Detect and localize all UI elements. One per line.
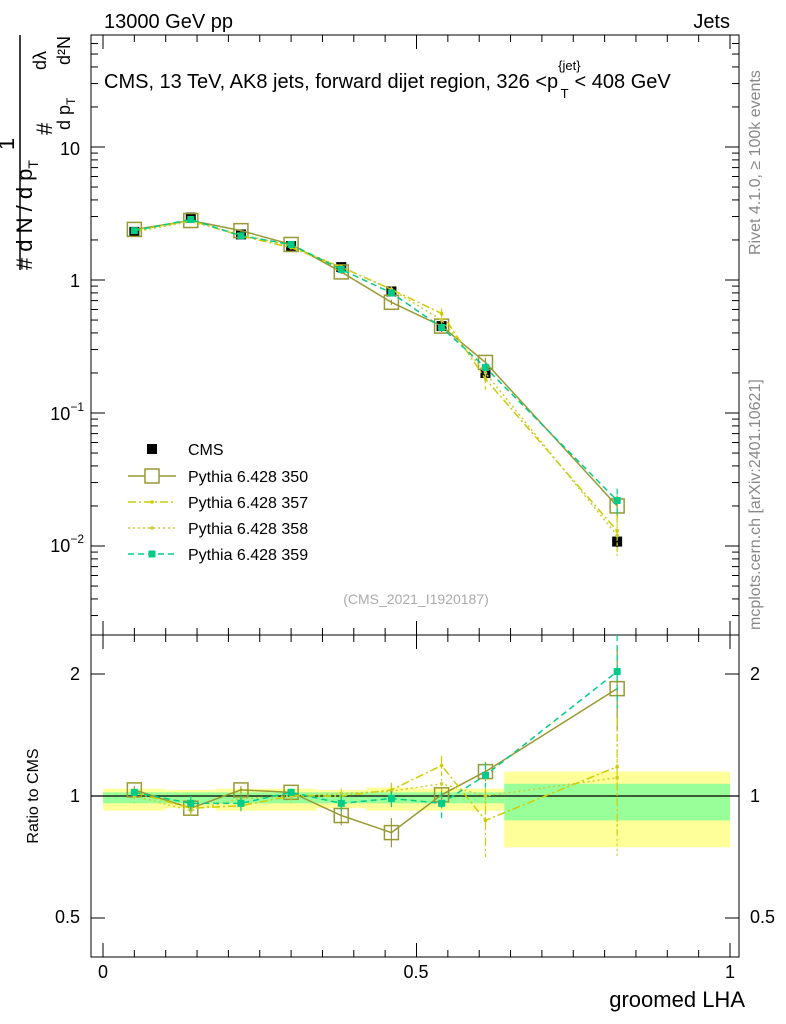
- ytick-label-0.1: 10−1: [50, 400, 84, 424]
- ratio-point-2: [483, 794, 488, 798]
- watermark: (CMS_2021_I1920187): [343, 591, 489, 607]
- ratio-point-1: [439, 763, 444, 768]
- svg-text:#: #: [32, 122, 57, 135]
- ratio-ytick-label-2: 2: [70, 664, 80, 684]
- xtick-label-0.5: 0.5: [403, 962, 428, 982]
- svg-text:#d N / d pT: #d N / d pT: [12, 160, 41, 270]
- ratio-point-359: [438, 799, 446, 807]
- main-point-3: [439, 318, 444, 322]
- main-point-359: [287, 240, 295, 248]
- ratio-point-1: [483, 818, 488, 823]
- legend-label-359: Pythia 6.428 359: [188, 547, 308, 564]
- ratio-point-2: [615, 775, 619, 780]
- legend-label-350: Pythia 6.428 350: [188, 469, 308, 486]
- legend-marker-3: [150, 526, 154, 530]
- ratio-ytick-label-1: 1: [70, 786, 80, 806]
- main-point-2: [483, 377, 488, 381]
- ratio-ytick-label-0.5: 0.5: [55, 907, 80, 927]
- legend-marker-2: [150, 500, 154, 504]
- ratio-ytick-label-right-2: 2: [750, 664, 760, 684]
- ratio-point-359: [237, 799, 245, 807]
- main-point-359: [130, 227, 138, 235]
- xtick-label-1: 1: [725, 962, 735, 982]
- ratio-point-359: [387, 794, 395, 802]
- ratio-point-359: [337, 799, 345, 807]
- ratio-point-359: [287, 788, 295, 796]
- ratio-point-359: [481, 771, 489, 779]
- ratio-band-inner-7: [460, 792, 505, 804]
- ratio-point-350: [383, 824, 400, 841]
- ratio-point-359: [187, 799, 195, 807]
- ratio-point-1: [615, 764, 619, 769]
- main-line-1: [134, 219, 618, 507]
- svg-text:dλ: dλ: [30, 51, 50, 70]
- x-axis-label: groomed LHA: [609, 987, 745, 1012]
- main-point-359: [438, 323, 446, 331]
- ratio-ytick-label-right-0.5: 0.5: [750, 907, 775, 927]
- main-point-3: [615, 533, 619, 538]
- ratio-point-2: [339, 791, 344, 796]
- main-point-359: [613, 496, 621, 504]
- category-label: Jets: [693, 11, 730, 33]
- mcplots-label: mcplots.cern.ch [arXiv:2401.10621]: [747, 379, 764, 630]
- main-point-2: [439, 311, 444, 316]
- legend-label-357: Pythia 6.428 357: [188, 495, 308, 512]
- main-line-4: [134, 218, 618, 501]
- main-line-3: [134, 220, 618, 536]
- main-point-359: [187, 216, 195, 224]
- ratio-point-2: [439, 782, 444, 786]
- ratio-point-359: [613, 668, 621, 676]
- ytick-label-1: 1: [70, 271, 80, 291]
- legend-label-cms: CMS: [188, 442, 224, 459]
- main-point-359: [481, 363, 489, 371]
- svg-text:1: 1: [0, 138, 19, 150]
- svg-text:CMS, 13 TeV, AK8 jets, forward: CMS, 13 TeV, AK8 jets, forward dijet reg…: [104, 58, 671, 101]
- main-title: CMS, 13 TeV, AK8 jets, forward dijet reg…: [104, 58, 671, 101]
- main-point-cms: [612, 536, 623, 547]
- main-ytick-labels: 10−2 10−1 1 10: [50, 139, 84, 556]
- main-point-359: [387, 289, 395, 297]
- ratio-ytick-label-right-1: 1: [750, 786, 760, 806]
- legend-marker-cms: [147, 444, 157, 454]
- ytick-label-0.01: 10−2: [50, 532, 84, 556]
- ytick-label-10: 10: [60, 139, 80, 159]
- energy-label: 13000 GeV pp: [104, 11, 233, 33]
- main-frame: [90, 34, 740, 636]
- rivet-label: Rivet 4.1.0, ≥ 100k events: [747, 70, 764, 255]
- xtick-label-0: 0: [98, 962, 108, 982]
- main-point-359: [237, 232, 245, 240]
- ratio-point-359: [130, 788, 138, 796]
- main-point-350: [283, 236, 299, 253]
- ratio-ylabel: Ratio to CMS: [25, 748, 42, 843]
- svg-text:d²N: d²N: [54, 36, 74, 65]
- legend-marker-359: [148, 550, 156, 558]
- main-point-359: [337, 265, 345, 273]
- svg-text:d pT: d pT: [54, 97, 78, 130]
- legend-marker-350: [144, 468, 160, 484]
- legend-label-358: Pythia 6.428 358: [188, 521, 308, 538]
